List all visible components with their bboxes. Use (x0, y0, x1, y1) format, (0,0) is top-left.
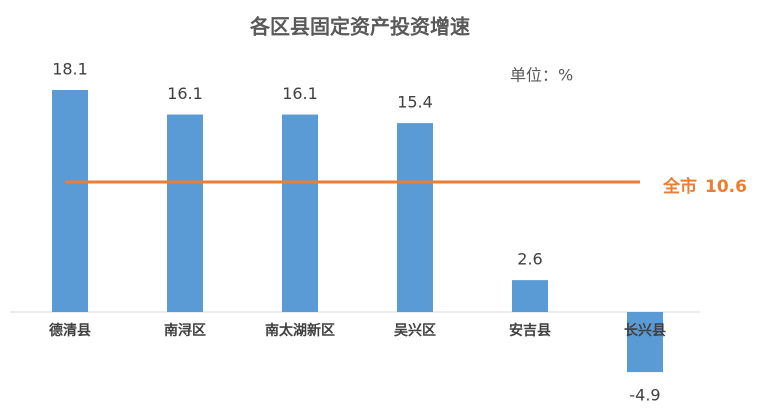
reference-label: 全市 (662, 176, 697, 197)
x-tick-label: 吴兴区 (394, 322, 436, 339)
x-tick-label: 安吉县 (509, 322, 551, 339)
reference-value: 10.6 (705, 177, 747, 197)
x-tick-label: 德清县 (49, 322, 91, 339)
chart-title: 各区县固定资产投资增速 (249, 15, 470, 39)
value-label: -4.9 (629, 386, 660, 405)
bar (167, 114, 203, 312)
x-tick-label: 南浔区 (164, 322, 206, 339)
bar (397, 123, 433, 312)
value-label: 15.4 (397, 93, 433, 112)
bar (282, 114, 318, 312)
value-label: 16.1 (282, 84, 318, 103)
value-label: 16.1 (167, 84, 203, 103)
value-label: 2.6 (517, 250, 542, 269)
unit-label: 单位：% (510, 66, 573, 85)
x-tick-label: 南太湖新区 (265, 322, 335, 339)
bar (512, 280, 548, 312)
bar (627, 312, 663, 373)
value-label: 18.1 (52, 60, 88, 79)
bar (52, 90, 88, 312)
x-tick-label: 长兴县 (624, 322, 666, 339)
